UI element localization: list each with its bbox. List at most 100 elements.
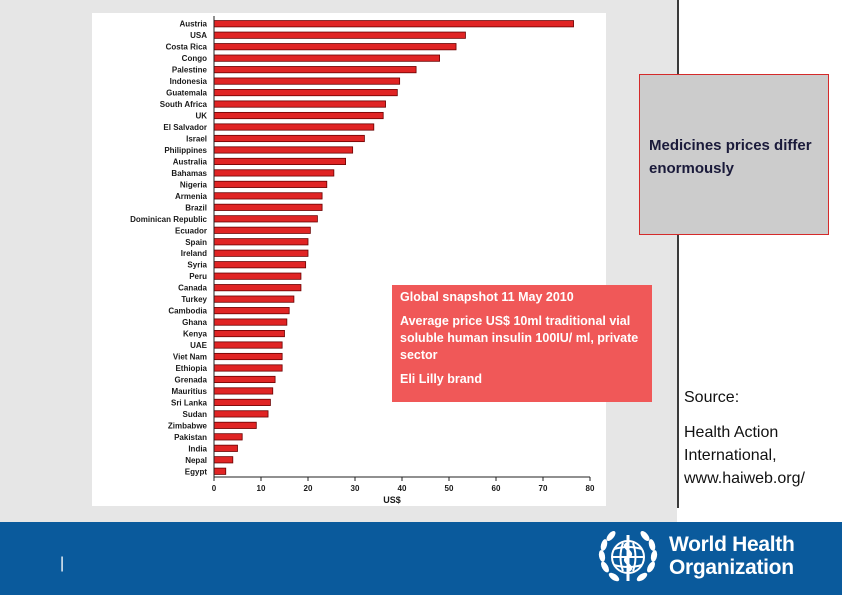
bar — [213, 146, 354, 154]
bar — [213, 20, 574, 28]
insulin-price-chart: Austria USA Costa Rica Congo Palestine Indone… — [92, 13, 606, 506]
bar — [213, 180, 328, 188]
category-label: Mauritius — [171, 387, 207, 396]
category-label: Palestine — [172, 66, 208, 75]
category-label: Philippines — [164, 146, 207, 155]
bar — [213, 341, 283, 349]
bar — [213, 272, 302, 280]
bar — [213, 77, 401, 85]
category-label: Sri Lanka — [171, 398, 208, 407]
bar — [213, 456, 234, 464]
bar — [213, 43, 457, 51]
bar — [213, 123, 375, 131]
category-label: Zimbabwe — [168, 421, 208, 430]
snapshot-description: Average price US$ 10ml traditional vial … — [400, 314, 639, 362]
category-label: Pakistan — [174, 433, 207, 442]
bar — [213, 387, 274, 395]
bar — [213, 433, 243, 441]
bar — [213, 295, 295, 303]
bar — [213, 203, 323, 211]
who-name: World Health Organization — [669, 533, 795, 579]
bar — [213, 169, 335, 177]
category-label: UK — [195, 112, 207, 121]
snapshot-brand: Eli Lilly brand — [400, 372, 482, 386]
source-label: Source: — [684, 389, 740, 406]
x-tick-label: 70 — [539, 484, 548, 493]
x-tick-label: 40 — [398, 484, 407, 493]
category-label: Congo — [182, 54, 207, 63]
bar — [213, 375, 276, 384]
who-emblem-icon — [598, 531, 658, 582]
category-label: Ireland — [181, 249, 207, 258]
bar — [213, 134, 365, 143]
category-label: Austria — [179, 20, 207, 29]
category-label: Brazil — [185, 203, 207, 212]
bar — [213, 421, 257, 429]
bar — [213, 31, 466, 39]
category-label: Viet Nam — [173, 353, 207, 362]
category-label: Dominican Republic — [130, 215, 207, 224]
source-text: Health Action International, www.haiweb.… — [684, 424, 805, 487]
vertical-divider — [677, 0, 679, 508]
category-label: Cambodia — [168, 307, 207, 316]
x-tick-label: 10 — [257, 484, 266, 493]
category-label: Spain — [185, 238, 207, 247]
x-tick-label: 20 — [304, 484, 313, 493]
page-number: | — [60, 555, 65, 572]
category-label: Nigeria — [180, 180, 208, 189]
bar — [213, 352, 283, 361]
bar — [213, 307, 290, 315]
category-label: Australia — [173, 157, 208, 166]
category-label: Ethiopia — [175, 364, 207, 373]
bar — [213, 284, 302, 292]
bar — [213, 238, 309, 246]
category-label: Nepal — [185, 456, 207, 465]
category-label: Israel — [186, 134, 207, 143]
category-label: South Africa — [160, 100, 208, 109]
bar — [213, 66, 417, 74]
who-name-line1: World Health — [669, 533, 795, 556]
bar — [213, 444, 238, 452]
category-label: Syria — [187, 261, 207, 270]
chart-canvas: Austria USA Costa Rica Congo Palestine Indone… — [130, 16, 595, 505]
bar — [213, 54, 441, 62]
category-label: Peru — [189, 272, 207, 281]
category-label: Armenia — [175, 192, 208, 201]
category-label: USA — [190, 31, 207, 40]
category-label: UAE — [190, 341, 208, 350]
callout-box: Medicines prices differ enormously — [639, 74, 829, 235]
category-label: Bahamas — [171, 169, 207, 178]
category-label: Kenya — [183, 330, 208, 339]
category-label: Costa Rica — [166, 43, 208, 52]
category-label: Grenada — [175, 375, 208, 384]
x-tick-label: 60 — [492, 484, 501, 493]
bar — [213, 330, 285, 338]
category-label: Turkey — [181, 295, 207, 304]
bar — [213, 157, 347, 165]
category-label: Egypt — [185, 467, 208, 476]
x-tick-label: 80 — [586, 484, 595, 493]
category-label: Canada — [178, 284, 207, 293]
category-label: India — [188, 444, 207, 453]
bar — [213, 215, 318, 223]
bar — [213, 261, 307, 269]
snapshot-title: Global snapshot 11 May 2010 — [400, 290, 574, 304]
bar — [213, 89, 398, 97]
callout-text: Medicines prices differ enormously — [649, 137, 812, 177]
bar — [213, 364, 283, 372]
x-axis-title: US$ — [383, 495, 401, 505]
bar — [213, 100, 386, 108]
footer-bar: | — [0, 522, 842, 595]
who-name-line2: Organization — [669, 556, 794, 579]
bar — [213, 318, 288, 326]
category-label: Guatemala — [166, 89, 207, 98]
x-tick-label: 30 — [351, 484, 360, 493]
x-tick-label: 50 — [445, 484, 454, 493]
snapshot-info-box: Global snapshot 11 May 2010 Average pric… — [392, 285, 652, 402]
category-label: El Salvador — [163, 123, 207, 132]
category-label: Indonesia — [170, 77, 208, 86]
bar — [213, 398, 271, 406]
bar — [213, 467, 227, 475]
bar — [213, 249, 309, 257]
bar — [213, 410, 269, 418]
